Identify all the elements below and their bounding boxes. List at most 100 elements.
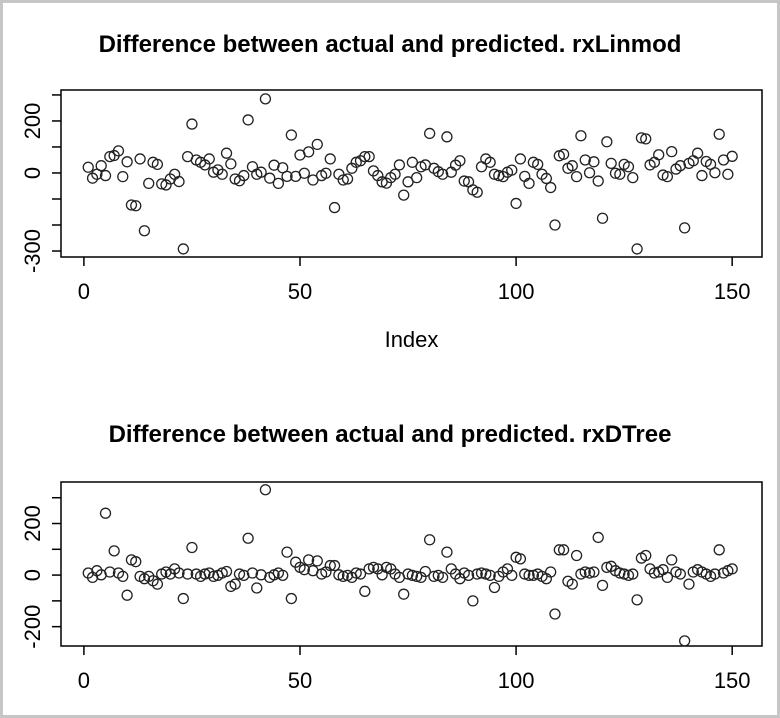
data-point [726, 150, 738, 162]
data-point [601, 136, 613, 148]
data-point [406, 569, 419, 581]
data-point [484, 569, 496, 581]
data-point [722, 168, 734, 180]
chart-1: 0 50 100 150 200 0 -200 [20, 481, 763, 693]
data-point [302, 554, 315, 566]
data-point [259, 93, 272, 105]
data-point [419, 565, 431, 578]
data-point [242, 532, 254, 544]
data-point [570, 549, 583, 562]
data-point [398, 189, 410, 201]
data-point [251, 582, 263, 594]
data-point [683, 578, 695, 590]
data-point [436, 571, 449, 584]
data-point [635, 132, 648, 144]
data-point [393, 159, 406, 171]
data-point [233, 568, 246, 580]
chart-title-rxdtree: Difference between actual and predicted.… [108, 421, 672, 448]
data-point [328, 559, 341, 572]
data-point [112, 145, 125, 157]
data-point [709, 167, 721, 179]
data-point [579, 154, 591, 166]
data-point [484, 156, 496, 168]
data-point [341, 173, 354, 185]
data-point [277, 569, 289, 581]
data-point [177, 592, 189, 605]
data-point [678, 222, 691, 234]
data-point [259, 484, 272, 496]
data-point [471, 568, 483, 580]
data-point [592, 175, 604, 187]
data-point [125, 199, 138, 211]
data-point [134, 153, 146, 165]
data-point [458, 175, 470, 187]
y-tick-label: 0 [20, 569, 45, 581]
data-point [596, 212, 609, 224]
data-point [121, 156, 133, 168]
data-point [428, 570, 440, 583]
data-point [549, 608, 561, 620]
data-point [696, 169, 708, 182]
data-point [411, 172, 423, 184]
data-point [691, 147, 704, 159]
data-point [713, 544, 725, 556]
data-point [441, 546, 453, 558]
data-point [173, 175, 185, 188]
data-point [328, 201, 341, 214]
data-point [575, 130, 587, 142]
data-point [566, 578, 578, 590]
data-point [674, 568, 686, 580]
y-tick-label: 0 [20, 167, 45, 179]
x-tick-label: 100 [498, 279, 535, 304]
data-point [553, 544, 565, 556]
data-point [246, 567, 259, 579]
data-point [627, 568, 639, 580]
data-point [337, 570, 349, 583]
data-point [281, 170, 293, 183]
data-point [579, 566, 591, 578]
plot-box [60, 481, 763, 647]
data-point [480, 568, 492, 580]
data-point [566, 160, 578, 172]
data-point [436, 168, 449, 180]
data-point [614, 168, 626, 180]
data-point [285, 592, 298, 605]
data-point [514, 553, 527, 565]
data-point [151, 158, 164, 171]
plot-box [60, 89, 763, 258]
data-point [229, 578, 241, 590]
data-point [519, 568, 531, 580]
data-point [398, 588, 410, 600]
data-point [545, 566, 557, 578]
data-point [726, 563, 738, 575]
data-point [506, 164, 518, 176]
data-point [117, 570, 129, 583]
y-tick-label: 200 [20, 505, 45, 542]
data-point [324, 153, 336, 165]
data-point [95, 160, 107, 172]
data-point [359, 150, 371, 163]
data-point [406, 156, 419, 168]
data-point [523, 177, 535, 190]
data-point [640, 133, 652, 145]
data-point [540, 172, 552, 185]
data-point [631, 594, 643, 606]
x-tick-label: 50 [288, 668, 312, 693]
data-point [199, 568, 211, 580]
data-point [255, 166, 267, 178]
data-point [471, 186, 483, 198]
y-tick-label: -300 [20, 229, 45, 273]
data-point [588, 566, 600, 578]
data-point [674, 160, 686, 172]
data-point [186, 541, 198, 554]
data-point [532, 158, 544, 171]
data-point [117, 170, 129, 183]
data-point [156, 178, 168, 190]
data-point [488, 168, 501, 180]
data-point [545, 181, 557, 194]
data-point [488, 581, 501, 594]
data-point [527, 569, 540, 581]
data-point [514, 153, 527, 165]
